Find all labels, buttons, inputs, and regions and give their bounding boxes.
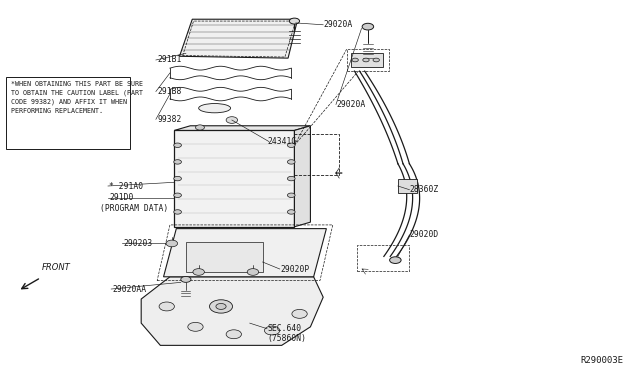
Text: 291D0: 291D0 (109, 193, 134, 202)
Text: 29020D: 29020D (410, 230, 438, 240)
Circle shape (390, 257, 401, 263)
Text: SEC.640: SEC.640 (268, 324, 301, 333)
Text: (PROGRAM DATA): (PROGRAM DATA) (100, 205, 168, 214)
Text: FRONT: FRONT (42, 263, 71, 272)
Text: 28360Z: 28360Z (410, 185, 438, 194)
Circle shape (193, 269, 204, 275)
Text: * 291A0: * 291A0 (109, 182, 143, 190)
Text: 29020A: 29020A (336, 100, 365, 109)
Circle shape (180, 276, 191, 282)
Circle shape (195, 125, 204, 130)
Circle shape (373, 58, 380, 62)
Circle shape (247, 269, 259, 275)
Circle shape (287, 193, 295, 198)
Ellipse shape (198, 103, 230, 113)
Circle shape (173, 193, 181, 198)
Text: R290003E: R290003E (580, 356, 623, 365)
Circle shape (363, 58, 369, 62)
Text: 99382: 99382 (157, 115, 182, 124)
Circle shape (166, 240, 177, 247)
Polygon shape (174, 126, 310, 131)
Circle shape (226, 330, 241, 339)
Bar (186, 242, 262, 272)
Circle shape (287, 176, 295, 181)
Circle shape (352, 58, 358, 62)
Circle shape (226, 117, 237, 124)
Polygon shape (174, 131, 294, 227)
Circle shape (287, 143, 295, 147)
Polygon shape (164, 229, 326, 277)
Circle shape (287, 210, 295, 214)
Circle shape (159, 302, 174, 311)
Circle shape (289, 18, 300, 24)
Text: *WHEN OBTAINING THIS PART BE SURE
TO OBTAIN THE CAUTION LABEL (PART
CODE 99382) : *WHEN OBTAINING THIS PART BE SURE TO OBT… (11, 81, 143, 113)
Polygon shape (179, 19, 298, 58)
Circle shape (292, 310, 307, 318)
Text: 29020A: 29020A (323, 20, 353, 29)
Text: 290203: 290203 (124, 239, 152, 248)
Circle shape (209, 300, 232, 313)
Text: (75860N): (75860N) (268, 334, 307, 343)
Bar (351, 52, 383, 67)
Text: 24341G: 24341G (268, 137, 297, 146)
Circle shape (362, 23, 374, 30)
Polygon shape (141, 277, 323, 345)
Circle shape (173, 176, 181, 181)
Text: 29020P: 29020P (280, 264, 310, 273)
Circle shape (287, 160, 295, 164)
Circle shape (173, 210, 181, 214)
Circle shape (188, 323, 203, 331)
Text: 291B1: 291B1 (157, 55, 182, 64)
Text: 291B8: 291B8 (157, 87, 182, 96)
Circle shape (173, 160, 181, 164)
Polygon shape (294, 126, 310, 227)
Bar (398, 179, 417, 193)
Bar (6, 77, 131, 149)
Circle shape (216, 304, 226, 310)
Text: 29020AA: 29020AA (113, 285, 147, 294)
Circle shape (173, 143, 181, 147)
Circle shape (264, 326, 280, 335)
